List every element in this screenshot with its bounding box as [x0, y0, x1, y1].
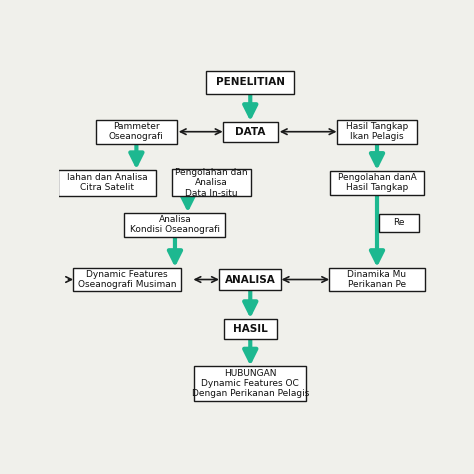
- Text: ANALISA: ANALISA: [225, 274, 276, 284]
- Text: Dynamic Features
Oseanografi Musiman: Dynamic Features Oseanografi Musiman: [78, 270, 176, 289]
- FancyBboxPatch shape: [125, 213, 226, 237]
- FancyBboxPatch shape: [330, 171, 424, 195]
- FancyBboxPatch shape: [58, 170, 155, 196]
- FancyBboxPatch shape: [172, 169, 251, 197]
- FancyBboxPatch shape: [379, 214, 419, 232]
- FancyBboxPatch shape: [194, 366, 306, 401]
- FancyBboxPatch shape: [224, 319, 277, 339]
- Text: Pengolahan dan
Analisa
Data In-situ: Pengolahan dan Analisa Data In-situ: [175, 168, 248, 198]
- FancyBboxPatch shape: [219, 270, 282, 290]
- Text: Analisa
Kondisi Oseanografi: Analisa Kondisi Oseanografi: [130, 215, 220, 235]
- Text: Pengolahan danA
Hasil Tangkap: Pengolahan danA Hasil Tangkap: [337, 173, 416, 192]
- Text: Dinamika Mu
Perikanan Pe: Dinamika Mu Perikanan Pe: [347, 270, 407, 289]
- Text: Re: Re: [393, 219, 405, 228]
- Text: HUBUNGAN
Dynamic Features OC
Dengan Perikanan Pelagis: HUBUNGAN Dynamic Features OC Dengan Peri…: [191, 369, 309, 399]
- Text: Hasil Tangkap
Ikan Pelagis: Hasil Tangkap Ikan Pelagis: [346, 122, 408, 141]
- FancyBboxPatch shape: [96, 120, 177, 144]
- FancyBboxPatch shape: [329, 268, 425, 292]
- Text: HASIL: HASIL: [233, 324, 268, 334]
- Text: Pammeter
Oseanografi: Pammeter Oseanografi: [109, 122, 164, 141]
- FancyBboxPatch shape: [73, 268, 182, 292]
- Text: DATA: DATA: [235, 127, 265, 137]
- Text: lahan dan Analisa
Citra Satelit: lahan dan Analisa Citra Satelit: [67, 173, 147, 192]
- FancyBboxPatch shape: [206, 71, 294, 94]
- FancyBboxPatch shape: [337, 120, 418, 144]
- Text: PENELITIAN: PENELITIAN: [216, 77, 285, 87]
- FancyBboxPatch shape: [223, 122, 278, 142]
